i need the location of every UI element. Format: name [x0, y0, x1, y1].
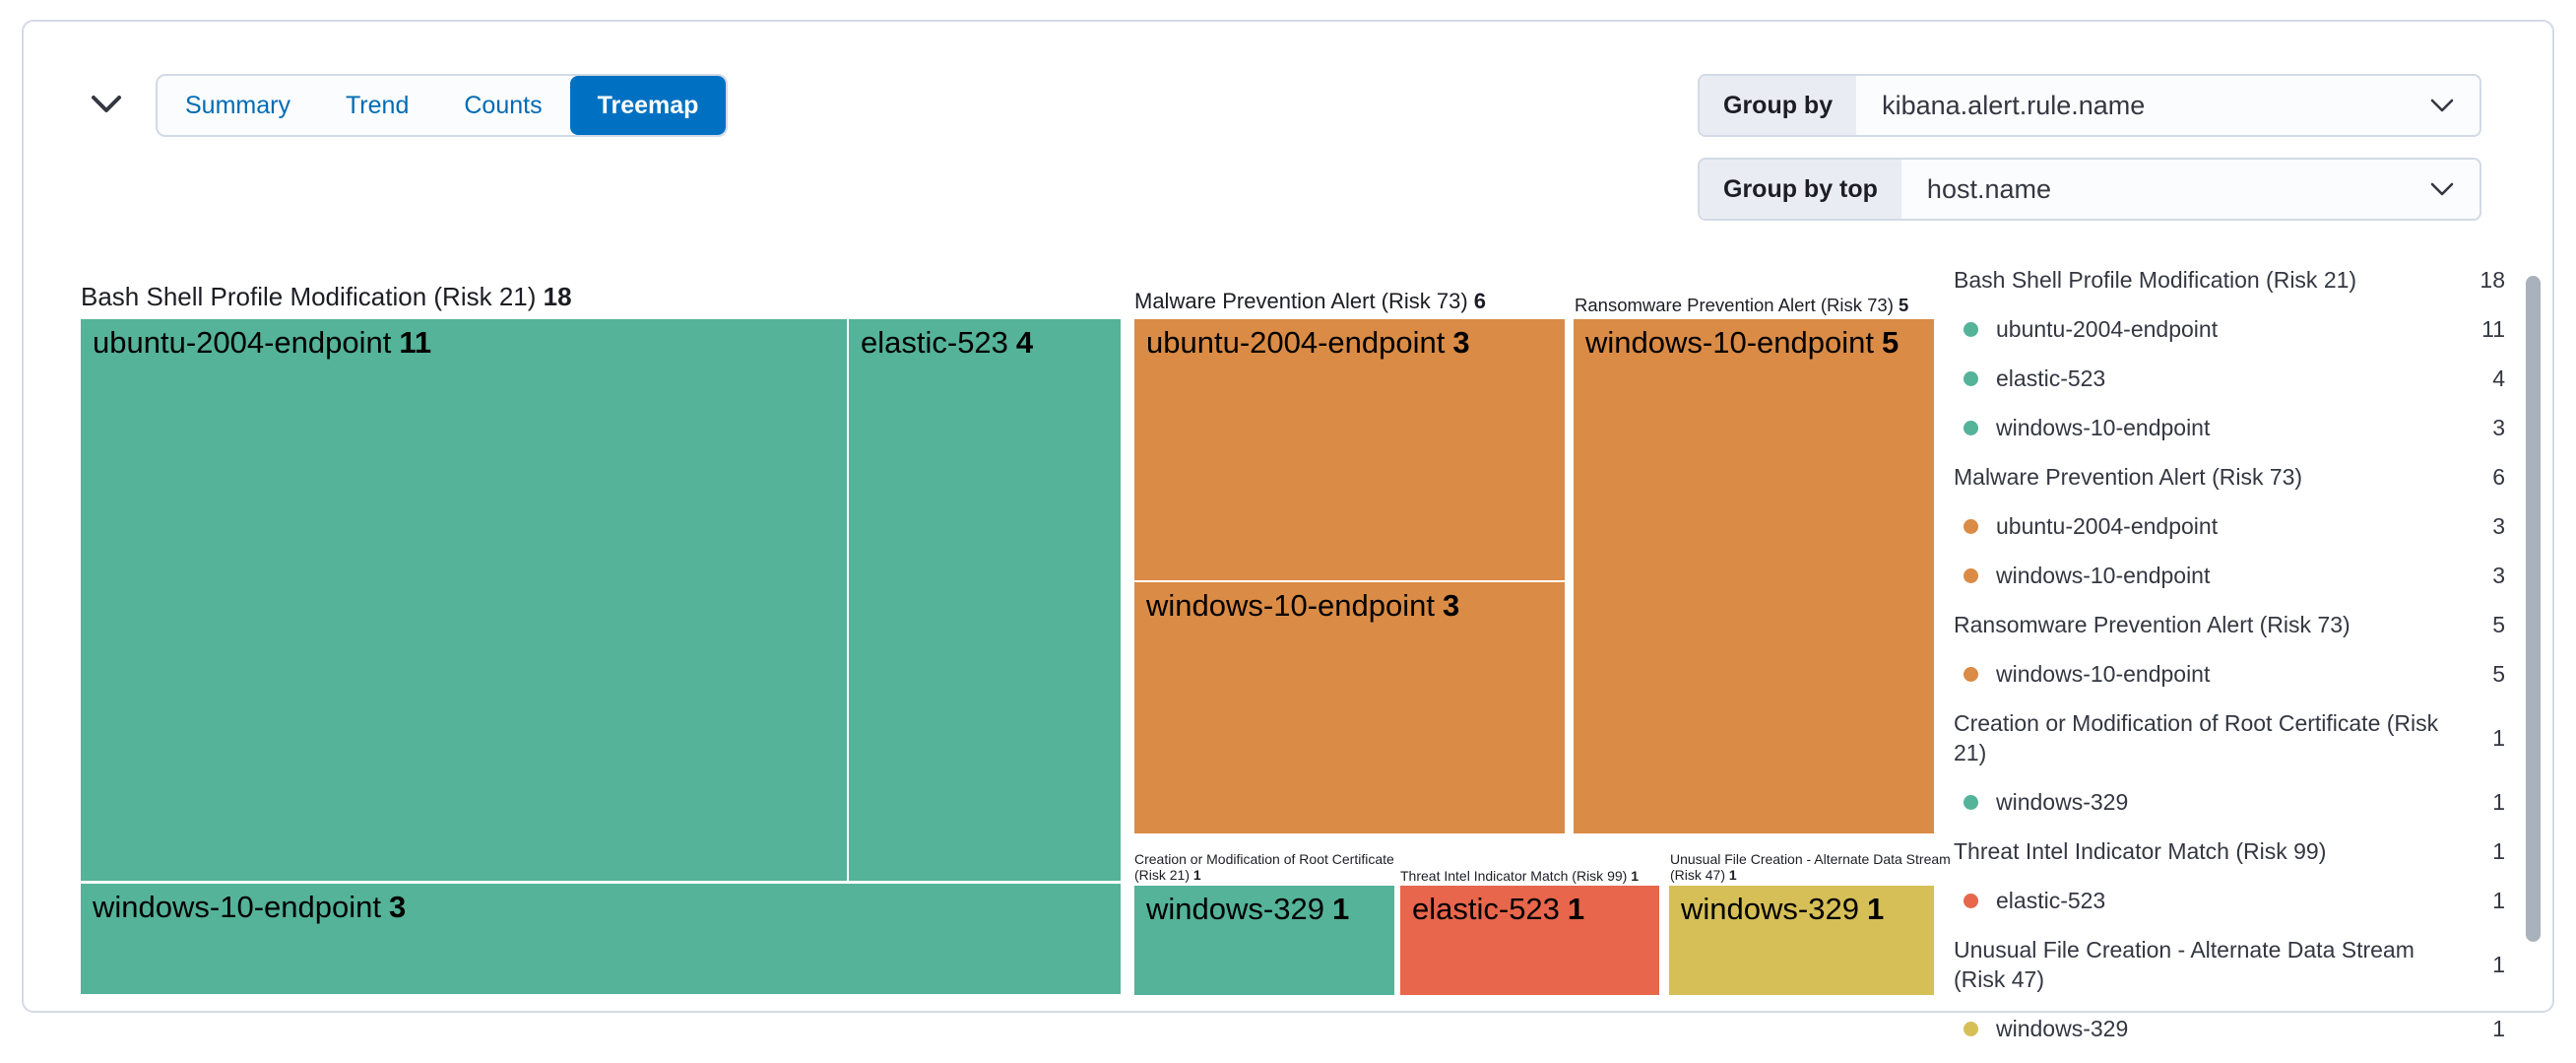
treemap-cell[interactable]: elastic-523 4: [849, 319, 1121, 881]
treemap-cell[interactable]: windows-329 1: [1134, 886, 1394, 995]
legend-group-label[interactable]: Unusual File Creation - Alternate Data S…: [1954, 935, 2505, 994]
group-by-top-prepend-label: Group by top: [1700, 160, 1901, 219]
legend-label: windows-10-endpoint: [1996, 661, 2211, 687]
legend-count: 5: [2492, 612, 2505, 637]
legend-item[interactable]: ubuntu-2004-endpoint 11: [1954, 314, 2505, 344]
group-by-top-select[interactable]: host.name: [1901, 160, 2479, 219]
alerts-treemap: Bash Shell Profile Modification (Risk 21…: [24, 22, 2552, 1011]
group-by-top-selected-value: host.name: [1926, 173, 2051, 204]
legend-label: Malware Prevention Alert (Risk 73): [1954, 464, 2303, 490]
legend-group-label[interactable]: Bash Shell Profile Modification (Risk 21…: [1954, 265, 2505, 295]
legend-item[interactable]: windows-329 1: [1954, 1014, 2505, 1043]
legend-count: 6: [2492, 464, 2505, 490]
legend-label: windows-10-endpoint: [1996, 563, 2211, 588]
legend-count: 3: [2492, 415, 2505, 440]
legend-color-dot: [1964, 893, 1978, 908]
treemap-cell[interactable]: elastic-523 1: [1400, 886, 1659, 995]
legend-item[interactable]: windows-10-endpoint 3: [1954, 561, 2505, 590]
legend-label: windows-10-endpoint: [1996, 415, 2211, 440]
treemap-group-title: Unusual File Creation - Alternate Data S…: [1670, 851, 1951, 884]
legend-count: 4: [2492, 365, 2505, 391]
legend-count: 3: [2492, 513, 2505, 539]
tab-counts[interactable]: Counts: [436, 76, 569, 135]
legend-group-label[interactable]: Ransomware Prevention Alert (Risk 73) 5: [1954, 610, 2505, 639]
group-by-control: Group by kibana.alert.rule.name: [1698, 74, 2481, 137]
legend-label: ubuntu-2004-endpoint: [1996, 513, 2219, 539]
legend-item[interactable]: windows-10-endpoint 5: [1954, 659, 2505, 689]
treemap-group-title: Malware Prevention Alert (Risk 73) 6: [1134, 289, 1487, 313]
view-tab-group: Summary Trend Counts Treemap: [156, 74, 729, 137]
chevron-down-icon: [2430, 99, 2454, 112]
legend-count: 1: [2492, 952, 2505, 977]
legend-label: elastic-523: [1996, 888, 2106, 913]
legend-item[interactable]: windows-10-endpoint 3: [1954, 413, 2505, 442]
treemap-group-title: Threat Intel Indicator Match (Risk 99) 1: [1400, 868, 1639, 884]
legend-color-dot: [1964, 1021, 1978, 1036]
tab-trend[interactable]: Trend: [318, 76, 436, 135]
legend-group-label[interactable]: Threat Intel Indicator Match (Risk 99) 1: [1954, 836, 2505, 866]
legend-color-dot: [1964, 321, 1978, 337]
collapse-chevron-button[interactable]: [79, 79, 134, 130]
legend-count: 1: [2492, 838, 2505, 864]
legend-item[interactable]: ubuntu-2004-endpoint 3: [1954, 511, 2505, 541]
legend-count: 18: [2479, 267, 2505, 293]
legend-label: windows-329: [1996, 789, 2129, 815]
legend-count: 1: [2492, 725, 2505, 751]
group-by-selected-value: kibana.alert.rule.name: [1882, 90, 2146, 120]
legend-group-label[interactable]: Malware Prevention Alert (Risk 73) 6: [1954, 462, 2505, 492]
treemap-cell[interactable]: windows-10-endpoint 3: [81, 884, 1121, 994]
tab-treemap[interactable]: Treemap: [569, 76, 727, 135]
group-by-top-control: Group by top host.name: [1698, 158, 2481, 221]
treemap-cell[interactable]: ubuntu-2004-endpoint 11: [81, 319, 847, 881]
alerts-panel: Summary Trend Counts Treemap Group by kiban…: [22, 20, 2554, 1041]
legend-color-dot: [1964, 794, 1978, 810]
legend-count: 5: [2492, 661, 2505, 687]
legend-color-dot: [1964, 370, 1978, 386]
legend-item[interactable]: elastic-523 1: [1954, 886, 2505, 915]
legend-count: 3: [2492, 563, 2505, 588]
legend-label: Threat Intel Indicator Match (Risk 99): [1954, 838, 2327, 864]
group-by-prepend-label: Group by: [1700, 76, 1857, 135]
alerts-page: { "toolbar": { "collapse_icon": "chevron…: [22, 20, 2554, 1041]
legend-group-label[interactable]: Creation or Modification of Root Certifi…: [1954, 708, 2505, 767]
treemap-cell[interactable]: windows-10-endpoint 5: [1574, 319, 1934, 833]
legend-color-dot: [1964, 420, 1978, 435]
legend-count: 11: [2481, 316, 2505, 342]
legend-color-dot: [1964, 666, 1978, 682]
legend-item[interactable]: elastic-523 4: [1954, 364, 2505, 393]
tab-summary[interactable]: Summary: [158, 76, 318, 135]
treemap-cell[interactable]: windows-329 1: [1669, 886, 1934, 995]
legend-item[interactable]: windows-329 1: [1954, 787, 2505, 817]
treemap-group-title: Bash Shell Profile Modification (Risk 21…: [81, 282, 572, 311]
legend-label: Unusual File Creation - Alternate Data S…: [1954, 937, 2415, 992]
legend-scrollbar[interactable]: [2526, 276, 2541, 942]
legend-count: 1: [2492, 1016, 2505, 1041]
legend-label: ubuntu-2004-endpoint: [1996, 316, 2219, 342]
treemap-group-title: Creation or Modification of Root Certifi…: [1134, 851, 1394, 884]
legend-label: Ransomware Prevention Alert (Risk 73): [1954, 612, 2351, 637]
legend-label: windows-329: [1996, 1016, 2129, 1041]
legend-label: Bash Shell Profile Modification (Risk 21…: [1954, 267, 2357, 293]
treemap-legend: Bash Shell Profile Modification (Risk 21…: [1954, 265, 2505, 1063]
treemap-cell[interactable]: ubuntu-2004-endpoint 3: [1134, 319, 1565, 580]
legend-label: elastic-523: [1996, 365, 2106, 391]
legend-count: 1: [2492, 789, 2505, 815]
chevron-down-icon: [2430, 182, 2454, 196]
legend-count: 1: [2492, 888, 2505, 913]
chevron-down-icon: [92, 96, 121, 112]
treemap-group-title: Ransomware Prevention Alert (Risk 73) 5: [1575, 295, 1909, 315]
group-by-select[interactable]: kibana.alert.rule.name: [1856, 76, 2479, 135]
legend-color-dot: [1964, 518, 1978, 534]
legend-color-dot: [1964, 567, 1978, 583]
legend-label: Creation or Modification of Root Certifi…: [1954, 710, 2439, 765]
treemap-cell[interactable]: windows-10-endpoint 3: [1134, 582, 1565, 833]
